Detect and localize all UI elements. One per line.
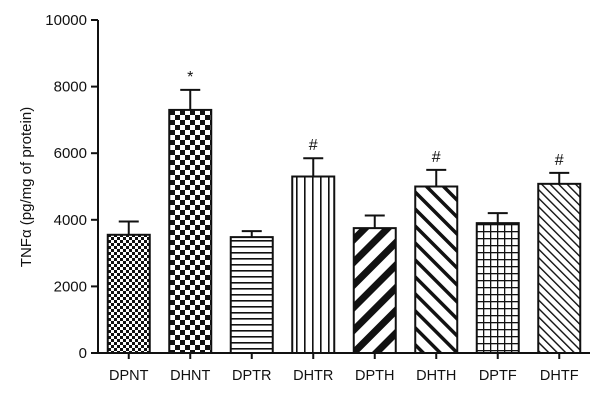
x-tick-label: DHTH xyxy=(416,368,456,384)
y-tick-label: 2000 xyxy=(54,278,87,295)
bar-dhtf xyxy=(537,182,582,354)
bar-dpth xyxy=(352,227,397,354)
y-tick-label: 8000 xyxy=(54,79,87,96)
x-tick-label: DPTH xyxy=(355,368,394,384)
bars xyxy=(106,108,582,354)
annotations: * # # # xyxy=(187,69,564,169)
bar-dhth xyxy=(414,185,459,354)
x-tick-label: DPTR xyxy=(232,368,271,384)
bar-dhnt xyxy=(168,108,213,354)
y-tick-label: 10000 xyxy=(45,12,87,29)
bar-dptr xyxy=(229,236,274,354)
x-tick-label: DPTF xyxy=(479,368,517,384)
y-tick-label: 0 xyxy=(79,345,87,362)
significance-marker: # xyxy=(432,149,441,166)
bar-dhtr xyxy=(291,175,336,354)
x-tick-label: DHNT xyxy=(170,368,210,384)
y-tick-label: 4000 xyxy=(54,212,87,229)
x-tick-label: DPNT xyxy=(109,368,149,384)
tick-labels: 0 2000 4000 6000 8000 10000 DPNT DHNT DPTR DHTR DP… xyxy=(45,12,578,384)
significance-marker: # xyxy=(555,152,564,169)
y-tick-label: 6000 xyxy=(54,145,87,162)
significance-marker: # xyxy=(309,137,318,154)
x-tick-label: DHTR xyxy=(293,368,333,384)
error-bars xyxy=(118,88,570,238)
bar-dpnt xyxy=(106,233,151,354)
y-axis-label: TNFα (pg/mg of protein) xyxy=(18,107,35,267)
bar-dptf xyxy=(475,222,520,354)
significance-marker: * xyxy=(187,69,193,86)
x-tick-label: DHTF xyxy=(540,368,579,384)
